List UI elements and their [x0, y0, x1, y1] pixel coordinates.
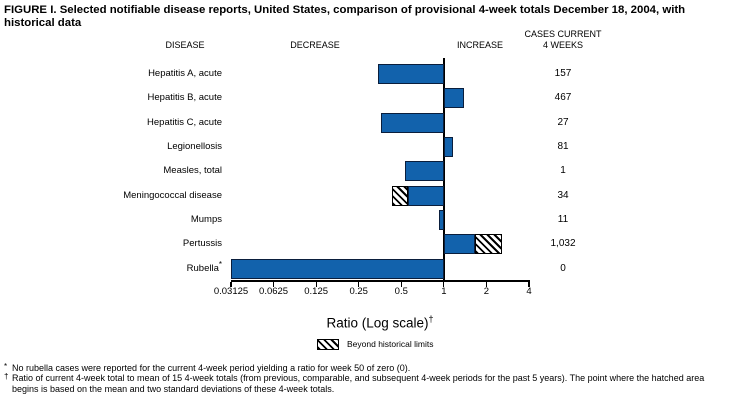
disease-label-hepatitis-a-acute: Hepatitis A, acute	[148, 68, 222, 79]
x-axis-tick	[230, 281, 232, 287]
bar-hepatitis-a-acute	[377, 64, 444, 84]
cases-value-hepatitis-a-acute: 157	[554, 68, 572, 79]
cases-value-meningococcal-disease: 34	[557, 189, 569, 201]
footnote-rubella-text: No rubella cases were reported for the c…	[12, 363, 411, 373]
x-axis-title: Ratio (Log scale)†	[231, 311, 529, 332]
cases-value-hepatitis-c-acute: 27	[557, 116, 569, 128]
x-tick-label: 0.25	[349, 286, 368, 297]
footnote-asterisk-marker: *	[4, 362, 8, 371]
baseline-ratio-1-line	[443, 58, 445, 282]
bar-hepatitis-b-acute	[443, 88, 465, 109]
x-axis-tick	[315, 281, 317, 287]
cases-value-rubella: 0	[560, 262, 566, 274]
x-tick-label: 0.0625	[259, 286, 289, 297]
x-axis-title-footnote-marker: †	[428, 314, 434, 324]
disease-label-meningococcal-disease: Meningococcal disease	[123, 189, 222, 201]
disease-label-rubella: Rubella*	[186, 259, 222, 274]
column-header-increase: INCREASE	[456, 40, 503, 50]
cases-value-measles-total: 1	[560, 165, 566, 177]
footnote-dagger-marker: †	[4, 372, 9, 382]
footnote-rubella: * No rubella cases were reported for the…	[4, 362, 731, 373]
legend: Beyond historical limits	[317, 338, 433, 350]
column-header-cases: CASES CURRENT 4 WEEKS	[513, 28, 613, 50]
footnotes: * No rubella cases were reported for the…	[4, 362, 731, 394]
column-header-decrease: DECREASE	[290, 40, 340, 50]
disease-label-measles-total: Measles, total	[163, 165, 222, 177]
x-axis-line	[231, 280, 530, 282]
cases-value-hepatitis-b-acute: 467	[554, 92, 572, 104]
x-axis-tick	[485, 281, 488, 287]
bar-pertussis-beyond-limit	[474, 234, 503, 255]
disease-label-hepatitis-c-acute: Hepatitis C, acute	[147, 116, 222, 128]
legend-label: Beyond historical limits	[347, 339, 434, 349]
bar-rubella	[231, 258, 444, 279]
x-axis-tick	[358, 281, 360, 287]
disease-label-legionellosis: Legionellosis	[167, 140, 222, 152]
x-axis-tick	[528, 281, 530, 287]
column-header-cases-line2: 4 WEEKS	[542, 40, 583, 50]
x-axis-tick	[272, 281, 275, 287]
bar-hepatitis-c-acute	[381, 112, 444, 133]
disease-label-pertussis: Pertussis	[182, 238, 222, 250]
beyond-limits-hatch-swatch	[317, 338, 339, 350]
bar-meningococcal-disease-beyond-limit	[392, 185, 409, 206]
x-tick-label: 0.125	[304, 286, 329, 297]
x-tick-label: 4	[526, 286, 532, 297]
column-header-disease: DISEASE	[165, 40, 205, 50]
x-tick-label: 1	[441, 286, 447, 297]
figure-title: FIGURE I. Selected notifiable disease re…	[4, 4, 686, 29]
x-axis-title-text: Ratio (Log scale)	[326, 315, 429, 331]
x-tick-label: 0.03125	[213, 286, 249, 297]
disease-label-mumps: Mumps	[190, 213, 222, 225]
x-tick-label: 2	[483, 286, 490, 297]
bar-mumps	[438, 209, 444, 230]
cases-value-legionellosis: 81	[557, 140, 569, 152]
bar-legionellosis	[443, 136, 454, 157]
disease-footnote-marker: *	[218, 259, 222, 269]
footnote-ratio: † Ratio of current 4-week total to mean …	[4, 372, 731, 394]
x-tick-label: 0.5	[394, 286, 408, 297]
bar-measles-total	[404, 161, 444, 182]
disease-label-hepatitis-b-acute: Hepatitis B, acute	[147, 92, 222, 104]
bar-pertussis	[443, 234, 475, 255]
cases-value-mumps: 11	[557, 213, 569, 225]
bar-meningococcal-disease	[408, 185, 444, 206]
column-header-cases-line1: CASES CURRENT	[524, 29, 602, 39]
footnote-ratio-text: Ratio of current 4-week total to mean of…	[12, 373, 705, 394]
cases-value-pertussis: 1,032	[550, 238, 576, 250]
x-axis-tick	[443, 281, 445, 287]
x-axis-tick	[400, 281, 402, 287]
